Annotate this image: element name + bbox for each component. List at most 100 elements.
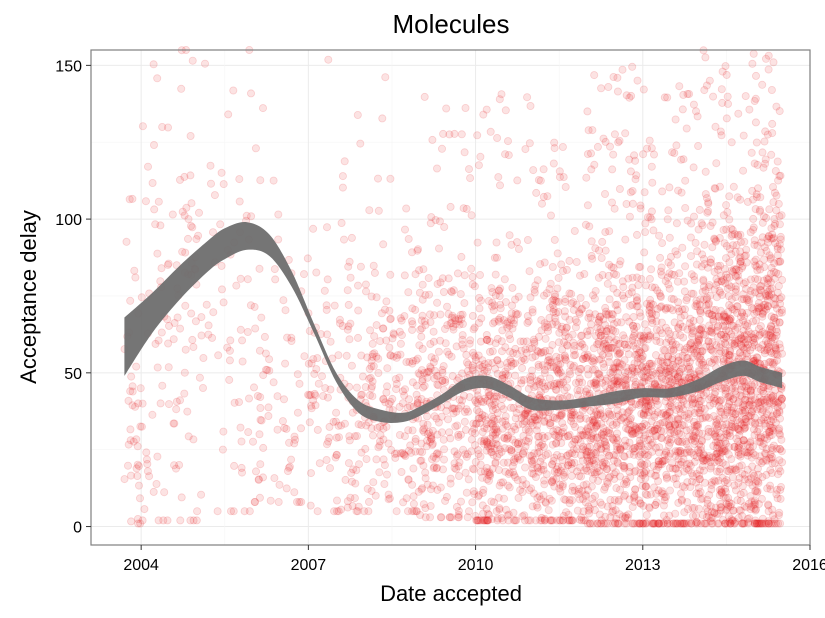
scatter-point	[524, 516, 533, 525]
scatter-point	[380, 461, 389, 470]
scatter-point	[528, 308, 537, 317]
scatter-point	[637, 348, 646, 357]
scatter-point	[535, 432, 544, 441]
scatter-point	[551, 317, 560, 326]
scatter-point	[473, 131, 482, 140]
scatter-point	[554, 433, 563, 442]
scatter-point	[482, 424, 491, 433]
scatter-point	[480, 360, 489, 369]
scatter-point	[424, 290, 433, 299]
scatter-point	[202, 300, 211, 309]
scatter-point	[597, 253, 606, 262]
scatter-point	[374, 206, 383, 215]
scatter-point	[342, 351, 351, 360]
scatter-point	[295, 379, 304, 388]
scatter-point	[458, 335, 467, 344]
scatter-point	[755, 324, 764, 333]
scatter-point	[323, 275, 332, 284]
scatter-point	[618, 277, 627, 286]
scatter-point	[493, 369, 502, 378]
scatter-point	[582, 451, 591, 460]
scatter-point	[485, 468, 494, 477]
scatter-point	[368, 352, 377, 361]
scatter-point	[608, 310, 617, 319]
scatter-point	[487, 442, 496, 451]
scatter-point	[151, 220, 160, 229]
scatter-point	[145, 472, 154, 481]
scatter-point	[263, 365, 272, 374]
scatter-point	[446, 202, 455, 211]
scatter-point	[495, 449, 504, 458]
scatter-point	[134, 519, 143, 528]
scatter-point	[536, 516, 545, 525]
scatter-point	[369, 478, 378, 487]
scatter-point	[378, 114, 387, 123]
scatter-point	[588, 456, 597, 465]
scatter-point	[775, 171, 784, 180]
scatter-point	[765, 205, 774, 214]
scatter-point	[310, 369, 319, 378]
scatter-point	[418, 295, 427, 304]
scatter-point	[154, 336, 163, 345]
scatter-point	[696, 295, 705, 304]
scatter-point	[554, 369, 563, 378]
scatter-point	[438, 368, 447, 377]
scatter-point	[562, 508, 571, 517]
scatter-point	[246, 89, 255, 98]
scatter-point	[477, 397, 486, 406]
scatter-point	[454, 471, 463, 480]
scatter-point	[380, 305, 389, 314]
scatter-point	[640, 344, 649, 353]
scatter-point	[648, 309, 657, 318]
scatter-point	[509, 359, 518, 368]
scatter-point	[679, 155, 688, 164]
scatter-point	[429, 358, 438, 367]
scatter-point	[633, 296, 642, 305]
scatter-point	[608, 420, 617, 429]
scatter-point	[455, 320, 464, 329]
scatter-point	[518, 481, 527, 490]
scatter-point	[729, 182, 738, 191]
scatter-point	[616, 472, 625, 481]
scatter-point	[471, 420, 480, 429]
scatter-point	[610, 364, 619, 373]
scatter-point	[468, 464, 477, 473]
scatter-point	[557, 462, 566, 471]
scatter-point	[585, 222, 594, 231]
scatter-point	[680, 508, 689, 517]
scatter-point	[749, 225, 758, 234]
scatter-point	[492, 392, 501, 401]
scatter-point	[170, 461, 179, 470]
scatter-point	[705, 281, 714, 290]
scatter-point	[492, 507, 501, 516]
scatter-point	[434, 381, 443, 390]
scatter-point	[275, 480, 284, 489]
scatter-point	[153, 452, 162, 461]
scatter-point	[494, 173, 503, 182]
scatter-point	[237, 437, 246, 446]
scatter-point	[622, 199, 631, 208]
scatter-point	[772, 490, 781, 499]
scatter-point	[592, 331, 601, 340]
scatter-point	[530, 285, 539, 294]
scatter-point	[628, 366, 637, 375]
scatter-point	[411, 447, 420, 456]
scatter-point	[498, 424, 507, 433]
scatter-point	[204, 321, 213, 330]
scatter-point	[701, 190, 710, 199]
x-tick-label: 2016	[792, 557, 825, 574]
scatter-point	[553, 462, 562, 471]
scatter-point	[130, 266, 139, 275]
scatter-point	[254, 475, 263, 484]
scatter-point	[562, 451, 571, 460]
scatter-point	[614, 495, 623, 504]
scatter-point	[733, 338, 742, 347]
scatter-point	[251, 144, 260, 153]
scatter-point	[471, 396, 480, 405]
scatter-point	[320, 286, 329, 295]
scatter-point	[423, 412, 432, 421]
scatter-point	[749, 214, 758, 223]
scatter-point	[256, 393, 265, 402]
scatter-point	[554, 273, 563, 282]
scatter-point	[558, 372, 567, 381]
